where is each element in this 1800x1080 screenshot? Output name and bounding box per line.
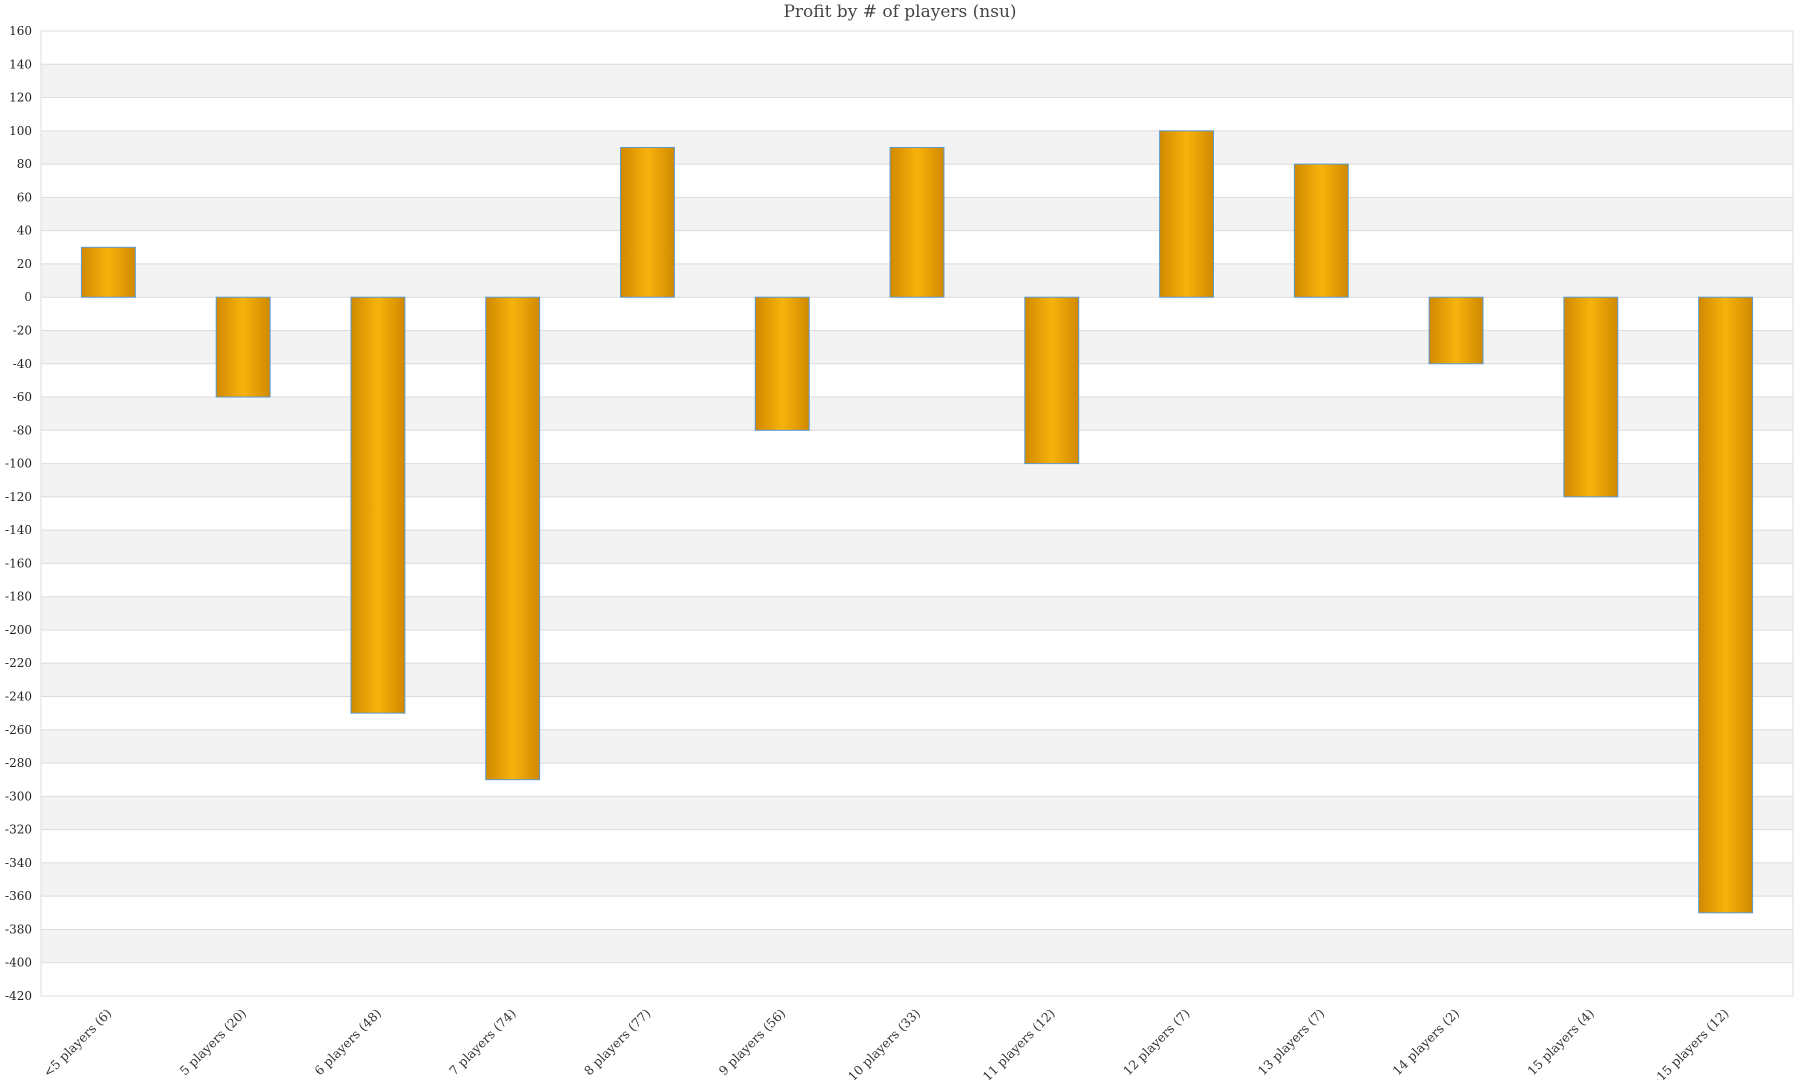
bar <box>1159 130 1214 298</box>
bar <box>485 296 541 781</box>
y-tick-label: -340 <box>5 856 32 870</box>
y-tick-label: 40 <box>17 224 32 238</box>
bar <box>215 296 271 398</box>
grid-band <box>41 397 1793 431</box>
x-tick-label: 15 players (4) <box>1524 1006 1597 1079</box>
y-tick-label: -80 <box>13 423 32 437</box>
y-tick-label: -420 <box>5 989 32 1003</box>
bar <box>1563 296 1619 498</box>
x-tick-label: 14 players (2) <box>1389 1006 1462 1079</box>
y-tick-label: -160 <box>5 556 32 570</box>
y-tick-label: -260 <box>5 723 32 737</box>
x-tick-label: 12 players (7) <box>1120 1006 1193 1079</box>
x-tick-label: 10 players (33) <box>845 1006 923 1080</box>
bar <box>889 146 945 298</box>
grid-band <box>41 530 1793 564</box>
y-tick-label: -220 <box>5 656 32 670</box>
x-tick-label: <5 players (6) <box>40 1006 115 1080</box>
bar <box>1698 296 1754 914</box>
y-tick-label: 20 <box>17 257 32 271</box>
grid-band <box>41 796 1793 830</box>
y-tick-label: 140 <box>9 57 32 71</box>
y-tick-label: -380 <box>5 922 32 936</box>
bar <box>80 246 136 298</box>
y-tick-label: -300 <box>5 789 32 803</box>
plot-frame <box>40 30 1794 997</box>
grid-band <box>41 596 1793 630</box>
bar <box>620 146 675 298</box>
x-axis: <5 players (6) 5 players (20) 6 players (4… <box>40 1006 1732 1080</box>
grid-lines <box>40 30 1794 997</box>
chart-title: Profit by # of players (nsu) <box>783 2 1017 22</box>
grid-band <box>41 463 1793 497</box>
x-tick-label: 11 players (12) <box>980 1006 1058 1080</box>
x-tick-label: 9 players (56) <box>716 1006 789 1079</box>
y-tick-label: -60 <box>13 390 32 404</box>
y-tick-label: -100 <box>5 457 32 471</box>
grid-band <box>41 64 1793 98</box>
grid-band <box>41 330 1793 364</box>
y-tick-label: -40 <box>13 357 32 371</box>
y-tick-label: -280 <box>5 756 32 770</box>
y-tick-label: 160 <box>9 24 32 38</box>
grid-band <box>41 729 1793 764</box>
y-tick-label: 0 <box>24 290 32 304</box>
y-tick-label: 60 <box>17 190 32 204</box>
y-tick-label: -200 <box>5 623 32 637</box>
y-tick-label: -320 <box>5 823 32 837</box>
x-tick-label: >15 players (12) <box>1646 1006 1732 1080</box>
y-tick-label: -180 <box>5 590 32 604</box>
y-tick-label: -20 <box>13 323 32 337</box>
grid-band <box>41 663 1793 697</box>
y-tick-label: -140 <box>5 523 32 537</box>
y-tick-label: -360 <box>5 889 32 903</box>
x-tick-label: 13 players (7) <box>1255 1006 1328 1079</box>
y-tick-label: 100 <box>9 124 32 138</box>
grid-band <box>41 929 1793 963</box>
y-tick-label: -120 <box>5 490 32 504</box>
x-tick-label: 5 players (20) <box>177 1006 250 1079</box>
y-tick-label: -240 <box>5 690 32 704</box>
bars <box>80 130 1754 914</box>
bar <box>1024 296 1080 465</box>
x-tick-label: 7 players (74) <box>446 1006 519 1079</box>
x-tick-label: 6 players (48) <box>311 1006 384 1079</box>
y-tick-label: 80 <box>17 157 32 171</box>
y-tick-label: -400 <box>5 956 32 970</box>
y-axis: 160 140 120 100 80 60 40 20 0 -20 -40 -60 -80 -100 -12… <box>5 24 32 1003</box>
grid-band <box>41 862 1793 897</box>
y-tick-label: 120 <box>9 91 32 105</box>
bar <box>1293 163 1349 298</box>
bar <box>754 296 810 431</box>
x-tick-label: 8 players (77) <box>581 1006 654 1079</box>
bar <box>350 296 406 714</box>
bar <box>1428 296 1484 365</box>
